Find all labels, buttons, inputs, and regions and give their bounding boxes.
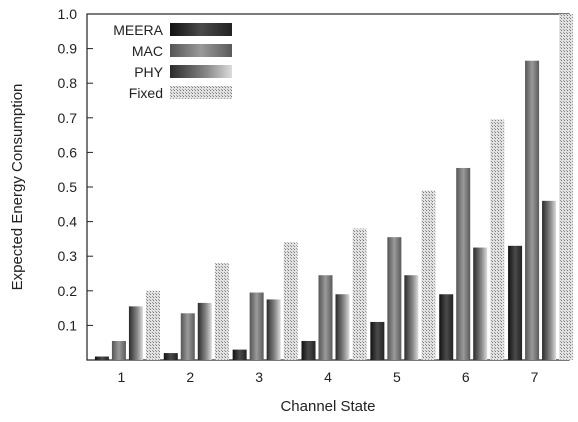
bar-phy-1 [128, 306, 143, 360]
legend-label-mac: MAC [132, 43, 163, 59]
bar-mac-1 [111, 340, 126, 360]
bar-phy-5 [404, 275, 419, 360]
bar-phy-3 [266, 299, 281, 360]
y-tick-label: 0.2 [58, 283, 78, 299]
bar-meera-2 [163, 353, 178, 360]
bar-meera-4 [301, 340, 316, 360]
legend-swatch-phy [170, 65, 232, 78]
x-tick-label: 2 [186, 369, 194, 385]
y-tick-label: 0.1 [58, 317, 78, 333]
legend-swatch-fixed [170, 86, 232, 99]
legend-label-meera: MEERA [113, 22, 163, 38]
y-tick-label: 0.9 [58, 41, 78, 57]
bar-phy-2 [197, 302, 212, 360]
bar-mac-2 [180, 313, 195, 360]
legend: MEERA MAC PHY Fixed [113, 22, 232, 101]
bar-meera-3 [232, 349, 247, 360]
bar-mac-6 [456, 167, 471, 360]
bar-fixed-7 [559, 14, 574, 360]
bar-phy-7 [542, 200, 557, 360]
y-axis-ticks: 0.1 0.2 0.3 0.4 0.5 0.6 0.7 0.8 0.9 1.0 [58, 6, 569, 333]
bar-mac-5 [387, 237, 402, 360]
bar-fixed-1 [145, 290, 160, 360]
x-tick-label: 3 [255, 369, 263, 385]
bar-fixed-6 [490, 119, 505, 360]
x-axis-label: Channel State [280, 398, 375, 415]
bar-mac-7 [525, 60, 540, 361]
bar-meera-1 [94, 356, 109, 360]
x-tick-label: 7 [531, 369, 539, 385]
y-tick-label: 1.0 [58, 6, 78, 22]
legend-label-phy: PHY [134, 64, 163, 80]
bar-phy-4 [335, 294, 350, 360]
x-tick-label: 5 [393, 369, 401, 385]
legend-label-fixed: Fixed [129, 85, 163, 101]
y-tick-label: 0.6 [58, 144, 78, 160]
y-tick-label: 0.3 [58, 248, 78, 264]
bar-fixed-4 [352, 228, 367, 360]
y-tick-label: 0.7 [58, 110, 78, 126]
x-tick-label: 6 [462, 369, 470, 385]
bar-fixed-2 [214, 263, 229, 360]
legend-swatch-mac [170, 44, 232, 57]
y-axis-label: Expected Energy Consumption [9, 84, 26, 291]
bar-meera-7 [508, 245, 523, 360]
y-tick-label: 0.4 [58, 214, 78, 230]
bar-fixed-3 [283, 242, 298, 360]
bar-phy-6 [473, 247, 488, 360]
bars-group [94, 14, 574, 361]
bar-fixed-5 [421, 190, 436, 360]
bar-mac-3 [249, 292, 264, 360]
x-tick-label: 4 [324, 369, 332, 385]
bar-meera-5 [370, 321, 385, 360]
x-tick-label: 1 [118, 369, 126, 385]
legend-swatch-meera [170, 23, 232, 36]
bar-mac-4 [318, 275, 333, 360]
y-tick-label: 0.5 [58, 179, 78, 195]
y-tick-label: 0.8 [58, 75, 78, 91]
bar-meera-6 [439, 294, 454, 360]
